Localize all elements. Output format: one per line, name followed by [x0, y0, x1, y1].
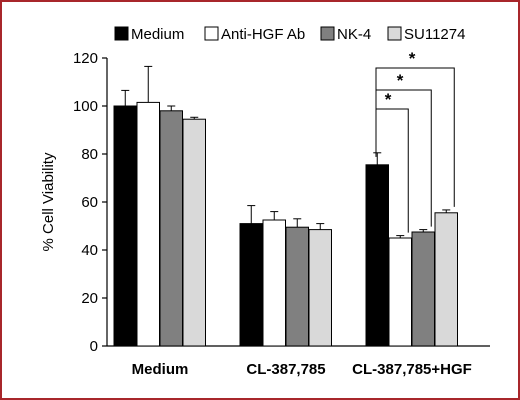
legend-swatch: [204, 26, 219, 41]
legend-label: NK-4: [337, 26, 371, 43]
bar: [239, 223, 263, 347]
bar: [159, 110, 183, 347]
legend-swatch: [387, 26, 402, 41]
legend-label: Medium: [131, 26, 184, 43]
bar: [285, 226, 309, 347]
bars: Medium CL-387,785 CL-387,785+HGF: [113, 65, 472, 378]
x-category-label: CL-387,785+HGF: [352, 361, 472, 378]
significance-bracket: [375, 67, 455, 207]
y-tick-label: 20: [81, 290, 98, 307]
x-category-label: CL-387,785: [246, 361, 325, 378]
legend: Medium Anti-HGF Ab NK-4 SU11274: [114, 26, 465, 43]
bar: [411, 231, 435, 347]
significance-star: *: [397, 71, 404, 90]
legend-label: Anti-HGF Ab: [221, 26, 305, 43]
x-category-label: Medium: [132, 361, 189, 378]
significance-star: *: [409, 49, 416, 68]
bar: [388, 237, 412, 347]
y-tick-label: 80: [81, 146, 98, 163]
bar: [262, 219, 286, 347]
bar: [182, 118, 206, 347]
y-axis-label: % Cell Viability: [40, 152, 57, 251]
significance-brackets: * * *: [375, 49, 455, 233]
bar: [365, 164, 389, 347]
bar: [136, 101, 160, 347]
significance-star: *: [385, 90, 392, 109]
legend-swatch: [320, 26, 335, 41]
y-tick-label: 60: [81, 194, 98, 211]
y-tick-label: 0: [90, 338, 98, 355]
bar: [308, 229, 332, 347]
y-tick-label: 100: [73, 98, 98, 115]
legend-label: SU11274: [404, 26, 465, 43]
bar: [113, 105, 137, 347]
y-tick-label: 40: [81, 242, 98, 259]
bar: [434, 212, 458, 347]
y-tick-label: 120: [73, 50, 98, 67]
legend-swatch: [114, 26, 129, 41]
